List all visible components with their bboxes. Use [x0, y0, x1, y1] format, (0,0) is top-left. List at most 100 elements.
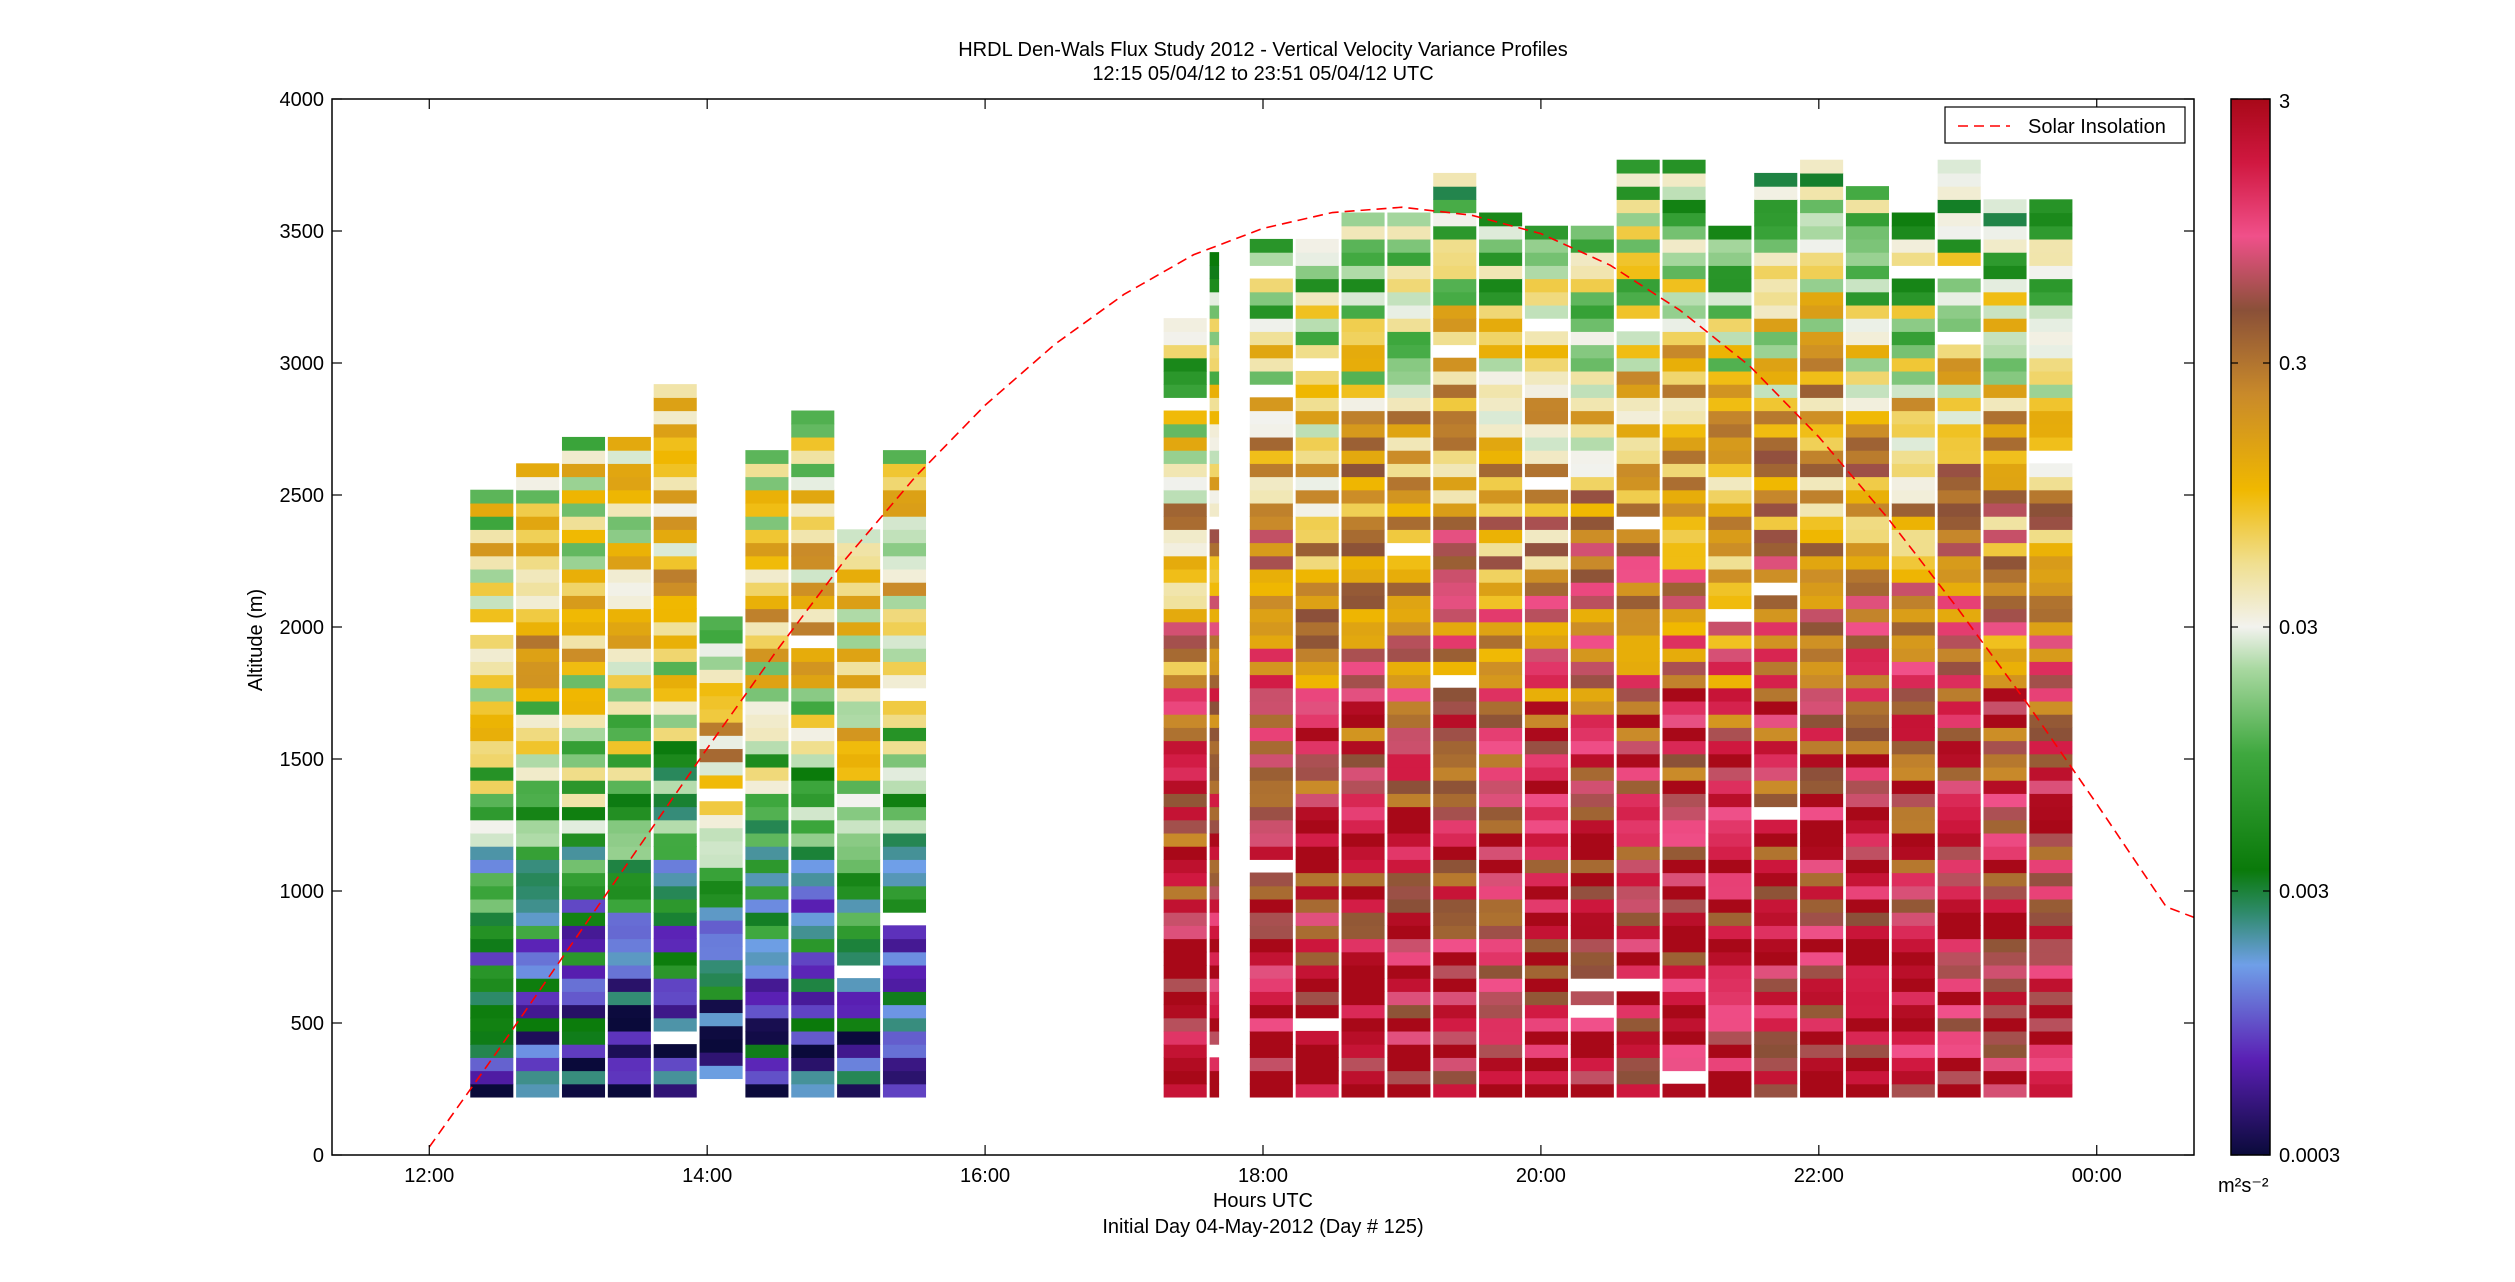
variance-cell	[1524, 978, 1569, 992]
variance-cell	[1845, 753, 1889, 768]
variance-cell	[2029, 516, 2073, 530]
variance-cell	[1249, 846, 1293, 860]
variance-cell	[1708, 357, 1752, 372]
variance-cell	[1708, 370, 1752, 385]
variance-cell	[1209, 806, 1220, 821]
variance-cell	[1937, 489, 1981, 504]
variance-cell	[1163, 595, 1207, 610]
variance-cell	[745, 898, 789, 913]
variance-cell	[470, 793, 514, 808]
variance-cell	[837, 819, 881, 834]
variance-cell	[1754, 489, 1798, 504]
variance-cell	[1754, 186, 1798, 200]
variance-cell	[1845, 529, 1889, 544]
variance-cell	[1524, 1030, 1569, 1045]
variance-cell	[2029, 661, 2073, 676]
variance-cell	[1387, 634, 1431, 649]
variance-cell	[1433, 331, 1477, 346]
variance-cell	[1295, 727, 1339, 742]
variance-cell	[1209, 661, 1220, 676]
variance-cell	[2029, 727, 2073, 742]
variance-cell	[607, 753, 651, 768]
variance-cell	[1524, 714, 1569, 728]
variance-cell	[1163, 489, 1207, 504]
variance-cell	[1295, 542, 1339, 557]
variance-cell	[882, 621, 927, 636]
variance-cell	[1209, 370, 1220, 385]
variance-cell	[1249, 912, 1293, 926]
variance-cell	[1616, 859, 1660, 874]
variance-cell	[607, 727, 651, 742]
variance-cell	[1937, 318, 1981, 332]
variance-cell	[1479, 265, 1523, 280]
variance-cell	[1433, 582, 1477, 596]
variance-cell	[1983, 542, 2027, 557]
variance-cell	[1891, 978, 1935, 992]
variance-cell	[1163, 1070, 1207, 1085]
variance-cell	[1662, 634, 1706, 649]
variance-cell	[2029, 1030, 2073, 1045]
variance-cell	[2029, 1083, 2073, 1098]
variance-cell	[1341, 344, 1385, 359]
variance-cell	[561, 502, 606, 517]
variance-cell	[561, 872, 606, 887]
variance-cell	[1341, 450, 1385, 464]
variance-cell	[1249, 397, 1293, 412]
variance-cell	[1845, 555, 1889, 570]
variance-cell	[1800, 1057, 1844, 1072]
variance-cell	[1616, 172, 1660, 187]
variance-cell	[1570, 489, 1614, 504]
variance-cell	[1845, 648, 1889, 662]
variance-cell	[745, 582, 789, 596]
variance-cell	[1983, 753, 2027, 768]
variance-cell	[1524, 502, 1569, 517]
variance-cell	[1662, 753, 1706, 768]
variance-cell	[1570, 582, 1614, 596]
variance-cell	[1570, 714, 1614, 728]
variance-cell	[1800, 542, 1844, 557]
variance-cell	[653, 1017, 697, 1032]
variance-cell	[516, 687, 560, 702]
variance-cell	[1249, 700, 1293, 715]
variance-cell	[1708, 753, 1752, 768]
variance-cell	[1891, 397, 1935, 412]
variance-cell	[653, 555, 697, 570]
variance-cell	[1800, 304, 1844, 319]
variance-cell	[699, 629, 743, 644]
variance-cell	[791, 595, 835, 610]
variance-cell	[837, 1044, 881, 1058]
variance-cell	[1524, 885, 1569, 900]
variance-cell	[1295, 582, 1339, 596]
variance-cell	[1937, 252, 1981, 266]
variance-cell	[1845, 397, 1889, 412]
variance-cell	[561, 542, 606, 557]
variance-cell	[1937, 1004, 1981, 1019]
variance-cell	[607, 450, 651, 464]
variance-cell	[1249, 621, 1293, 636]
variance-cell	[745, 700, 789, 715]
variance-cell	[1800, 450, 1844, 464]
variance-cell	[791, 912, 835, 926]
variance-cell	[516, 621, 560, 636]
variance-cell	[1209, 568, 1220, 583]
variance-cell	[470, 555, 514, 570]
variance-cell	[1983, 978, 2027, 992]
variance-cell	[1524, 344, 1569, 359]
variance-cell	[1570, 595, 1614, 610]
variance-cell	[1387, 595, 1431, 610]
variance-cell	[1845, 780, 1889, 794]
variance-cell	[1209, 344, 1220, 359]
variance-cell	[837, 714, 881, 728]
variance-cell	[1800, 819, 1844, 834]
variance-cell	[2029, 370, 2073, 385]
variance-cell	[1433, 384, 1477, 398]
profile-column	[837, 529, 881, 1098]
variance-cell	[1209, 1083, 1220, 1098]
variance-cell	[1754, 291, 1798, 306]
variance-cell	[1295, 714, 1339, 728]
variance-cell	[2029, 846, 2073, 860]
variance-cell	[1983, 700, 2027, 715]
y-axis-label: Altitude (m)	[245, 589, 267, 691]
variance-cell	[1662, 238, 1706, 253]
variance-cell	[1524, 568, 1569, 583]
